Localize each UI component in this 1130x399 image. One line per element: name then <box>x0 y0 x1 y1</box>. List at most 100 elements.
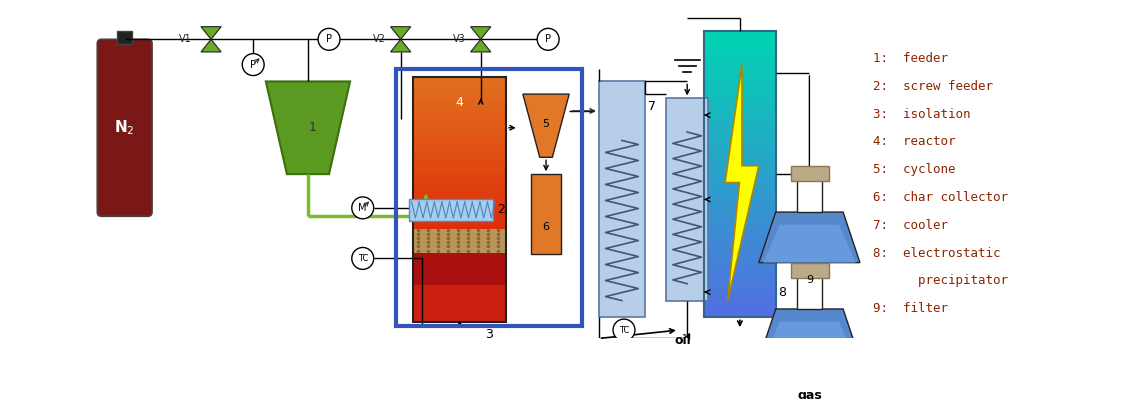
FancyBboxPatch shape <box>414 78 506 79</box>
FancyBboxPatch shape <box>704 281 775 282</box>
FancyBboxPatch shape <box>414 165 506 167</box>
FancyBboxPatch shape <box>704 226 775 227</box>
FancyBboxPatch shape <box>704 72 775 73</box>
FancyBboxPatch shape <box>414 239 506 240</box>
FancyBboxPatch shape <box>704 209 775 211</box>
FancyBboxPatch shape <box>704 57 775 59</box>
FancyBboxPatch shape <box>704 187 775 188</box>
FancyBboxPatch shape <box>414 231 506 233</box>
FancyBboxPatch shape <box>414 97 506 98</box>
FancyBboxPatch shape <box>414 139 506 140</box>
FancyBboxPatch shape <box>414 111 506 112</box>
FancyBboxPatch shape <box>704 292 775 294</box>
FancyBboxPatch shape <box>414 144 506 145</box>
FancyBboxPatch shape <box>414 243 506 245</box>
FancyBboxPatch shape <box>414 109 506 110</box>
FancyBboxPatch shape <box>704 253 775 255</box>
FancyBboxPatch shape <box>704 185 775 186</box>
FancyBboxPatch shape <box>414 236 506 238</box>
FancyBboxPatch shape <box>414 77 506 79</box>
FancyBboxPatch shape <box>704 68 775 69</box>
FancyBboxPatch shape <box>704 59 775 60</box>
FancyBboxPatch shape <box>704 307 775 308</box>
FancyBboxPatch shape <box>704 84 775 86</box>
FancyBboxPatch shape <box>704 265 775 266</box>
FancyBboxPatch shape <box>704 225 775 226</box>
FancyBboxPatch shape <box>704 192 775 194</box>
FancyBboxPatch shape <box>704 236 775 238</box>
FancyBboxPatch shape <box>414 104 506 105</box>
FancyBboxPatch shape <box>704 45 775 47</box>
FancyBboxPatch shape <box>704 98 775 99</box>
FancyBboxPatch shape <box>414 146 506 148</box>
FancyBboxPatch shape <box>414 128 506 129</box>
FancyBboxPatch shape <box>414 89 506 91</box>
FancyBboxPatch shape <box>414 141 506 143</box>
FancyBboxPatch shape <box>414 227 506 228</box>
FancyBboxPatch shape <box>704 38 775 39</box>
FancyBboxPatch shape <box>414 234 506 235</box>
FancyBboxPatch shape <box>414 205 506 206</box>
FancyBboxPatch shape <box>414 82 506 84</box>
FancyBboxPatch shape <box>414 99 506 101</box>
FancyBboxPatch shape <box>414 246 506 247</box>
FancyBboxPatch shape <box>704 172 775 174</box>
FancyBboxPatch shape <box>704 203 775 204</box>
FancyBboxPatch shape <box>414 245 506 246</box>
FancyBboxPatch shape <box>414 81 506 82</box>
FancyBboxPatch shape <box>704 94 775 95</box>
FancyBboxPatch shape <box>704 154 775 156</box>
FancyBboxPatch shape <box>704 139 775 140</box>
FancyBboxPatch shape <box>414 195 506 197</box>
FancyBboxPatch shape <box>414 242 506 244</box>
FancyBboxPatch shape <box>704 118 775 119</box>
FancyBboxPatch shape <box>414 106 506 108</box>
FancyBboxPatch shape <box>704 256 775 258</box>
FancyBboxPatch shape <box>414 178 506 180</box>
FancyBboxPatch shape <box>414 235 506 236</box>
FancyBboxPatch shape <box>414 223 506 224</box>
FancyBboxPatch shape <box>414 126 506 127</box>
FancyBboxPatch shape <box>704 193 775 195</box>
FancyBboxPatch shape <box>704 207 775 208</box>
FancyBboxPatch shape <box>704 234 775 236</box>
FancyBboxPatch shape <box>414 121 506 122</box>
Text: TC: TC <box>357 254 368 263</box>
FancyBboxPatch shape <box>704 240 775 241</box>
FancyBboxPatch shape <box>704 224 775 225</box>
FancyBboxPatch shape <box>704 219 775 220</box>
FancyBboxPatch shape <box>704 129 775 130</box>
FancyBboxPatch shape <box>414 154 506 156</box>
FancyBboxPatch shape <box>414 90 506 91</box>
Circle shape <box>351 197 374 219</box>
FancyBboxPatch shape <box>414 119 506 120</box>
FancyBboxPatch shape <box>704 144 775 145</box>
FancyBboxPatch shape <box>704 62 775 64</box>
FancyBboxPatch shape <box>414 105 506 106</box>
FancyBboxPatch shape <box>704 89 775 91</box>
FancyBboxPatch shape <box>704 242 775 243</box>
FancyBboxPatch shape <box>704 130 775 132</box>
FancyBboxPatch shape <box>704 215 775 217</box>
FancyBboxPatch shape <box>704 43 775 45</box>
FancyBboxPatch shape <box>704 35 775 36</box>
FancyBboxPatch shape <box>704 267 775 268</box>
FancyBboxPatch shape <box>704 147 775 149</box>
FancyBboxPatch shape <box>704 41 775 43</box>
Circle shape <box>242 53 264 75</box>
FancyBboxPatch shape <box>414 168 506 169</box>
FancyBboxPatch shape <box>414 191 506 192</box>
FancyBboxPatch shape <box>704 155 775 156</box>
FancyBboxPatch shape <box>791 166 828 181</box>
FancyBboxPatch shape <box>704 173 775 175</box>
FancyBboxPatch shape <box>704 166 775 168</box>
FancyBboxPatch shape <box>704 171 775 173</box>
FancyBboxPatch shape <box>414 143 506 144</box>
FancyBboxPatch shape <box>414 80 506 81</box>
FancyBboxPatch shape <box>704 146 775 148</box>
FancyBboxPatch shape <box>414 131 506 132</box>
FancyBboxPatch shape <box>704 306 775 307</box>
FancyBboxPatch shape <box>414 85 506 86</box>
FancyBboxPatch shape <box>704 205 775 207</box>
FancyBboxPatch shape <box>599 81 645 318</box>
